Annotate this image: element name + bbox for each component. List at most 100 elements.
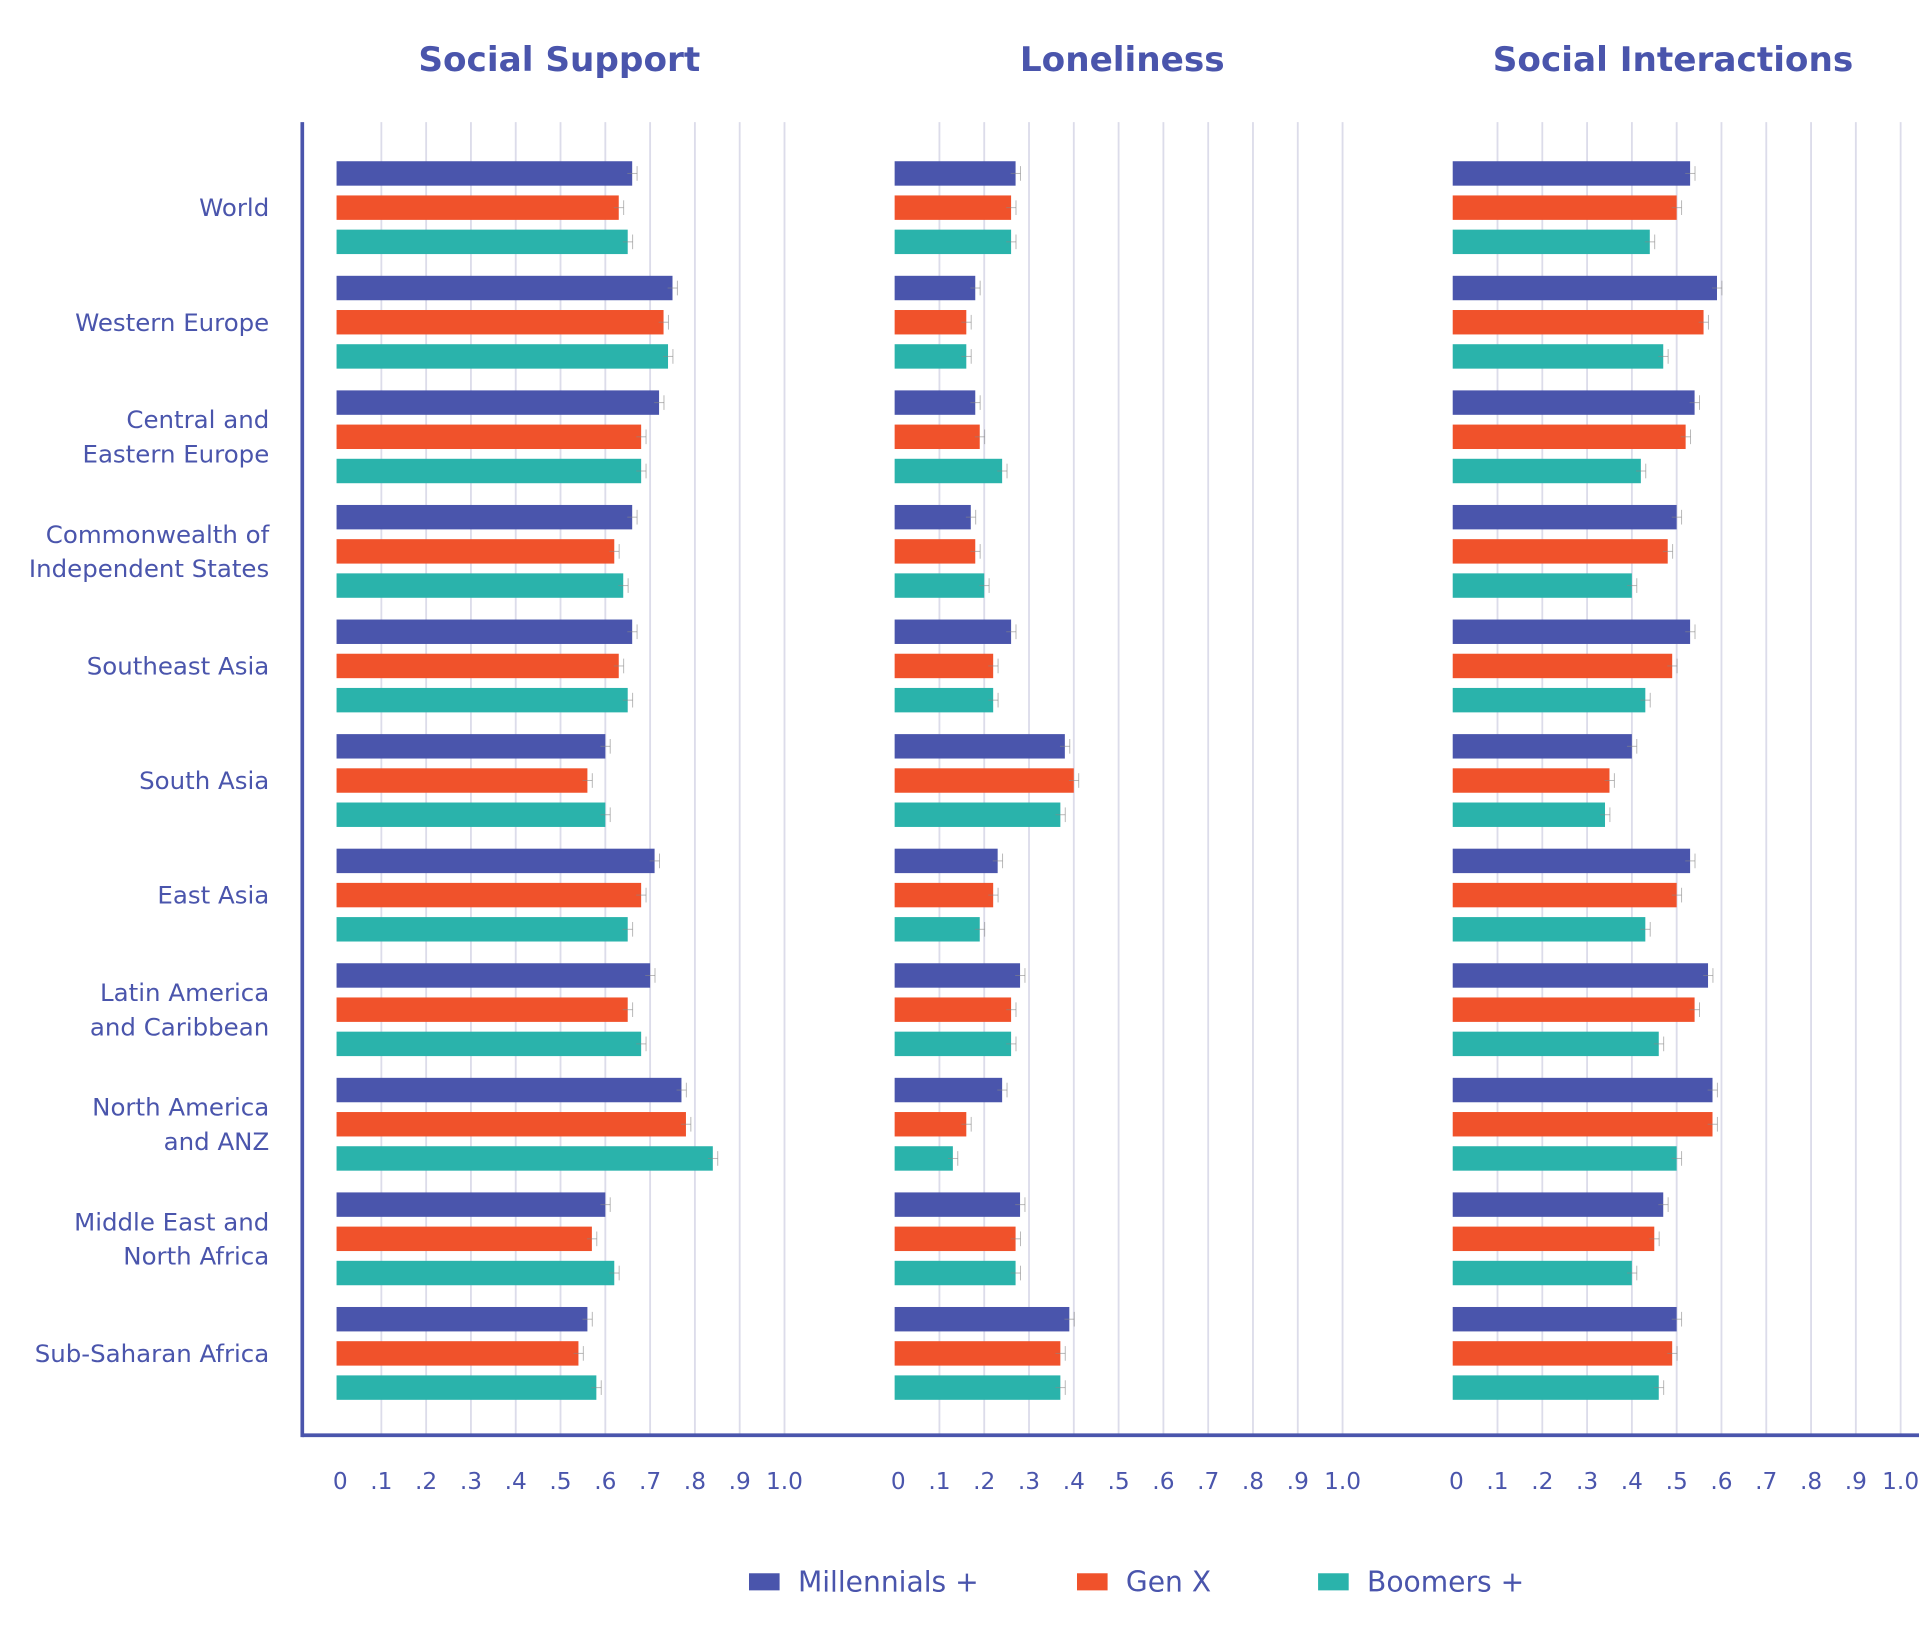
bar <box>1452 687 1646 713</box>
category-label: Central and Eastern Europe <box>82 405 269 468</box>
bar <box>894 195 1012 220</box>
x-tick-label: .4 <box>1063 1468 1085 1495</box>
bar <box>1452 1077 1713 1103</box>
x-tick-label: .6 <box>594 1468 616 1495</box>
legend-label: Boomers + <box>1367 1566 1524 1599</box>
bar <box>1452 768 1610 793</box>
bar <box>1452 573 1632 598</box>
bar <box>1452 997 1695 1022</box>
x-tick-label: .3 <box>460 1468 482 1495</box>
bar <box>336 963 651 988</box>
bar <box>894 310 967 335</box>
bar <box>894 458 1003 484</box>
bar <box>1452 1112 1713 1137</box>
bar <box>1452 1341 1673 1366</box>
bar <box>894 344 967 369</box>
bar <box>894 619 1012 644</box>
x-tick-label: .4 <box>505 1468 527 1495</box>
category-label: Commonwealth of Independent States <box>29 520 271 583</box>
category-label: World <box>199 193 269 222</box>
category-label: Sub-Saharan Africa <box>35 1339 269 1368</box>
bar <box>894 1146 953 1171</box>
bar <box>1452 275 1717 301</box>
x-tick-label: .8 <box>684 1468 706 1495</box>
bar <box>336 539 615 564</box>
bar <box>1452 619 1691 644</box>
bar <box>1452 1146 1677 1171</box>
x-tick-label: .9 <box>1845 1468 1867 1495</box>
legend-label: Gen X <box>1126 1566 1211 1599</box>
x-tick-label: .7 <box>1755 1468 1777 1495</box>
bar <box>1452 1192 1664 1217</box>
x-tick-label: 0 <box>333 1468 348 1495</box>
x-tick-label: .6 <box>1710 1468 1732 1495</box>
bar <box>336 1031 642 1057</box>
x-tick-label: .8 <box>1242 1468 1264 1495</box>
bar <box>1452 1031 1659 1057</box>
bar <box>894 802 1061 827</box>
x-tick-label: .9 <box>1287 1468 1309 1495</box>
bar <box>336 229 628 255</box>
bar <box>336 997 628 1022</box>
bar <box>894 539 976 564</box>
bar <box>336 917 628 942</box>
bar <box>894 963 1021 988</box>
bar <box>894 229 1012 255</box>
bar <box>336 687 628 713</box>
bar <box>336 195 619 220</box>
bar <box>894 1226 1016 1252</box>
bar <box>894 848 998 874</box>
x-tick-label: .1 <box>370 1468 392 1495</box>
bar <box>1452 424 1686 450</box>
bar <box>894 1375 1061 1400</box>
bar <box>336 848 655 874</box>
category-label: South Asia <box>139 766 269 795</box>
bar <box>1452 344 1664 369</box>
bar <box>336 1112 686 1137</box>
x-tick-label: .5 <box>1108 1468 1130 1495</box>
category-label: Latin America and Caribbean <box>90 978 269 1041</box>
bar <box>1452 229 1650 255</box>
bar <box>336 802 606 827</box>
bar <box>1452 458 1641 484</box>
bar <box>1452 734 1632 759</box>
bar <box>894 882 994 908</box>
x-tick-label: .4 <box>1621 1468 1643 1495</box>
bar <box>1452 653 1673 679</box>
bar <box>894 504 971 530</box>
bar <box>894 1341 1061 1366</box>
x-tick-label: .3 <box>1018 1468 1040 1495</box>
category-label: East Asia <box>157 881 269 910</box>
bar <box>1452 161 1691 186</box>
x-tick-label: 0 <box>1449 1468 1464 1495</box>
x-tick-label: .8 <box>1800 1468 1822 1495</box>
bar <box>336 275 673 301</box>
bar <box>894 734 1065 759</box>
bar <box>894 275 976 301</box>
x-tick-label: .6 <box>1152 1468 1174 1495</box>
x-tick-label: .2 <box>973 1468 995 1495</box>
bar <box>336 882 642 908</box>
x-tick-label: .2 <box>1531 1468 1553 1495</box>
x-tick-label: .1 <box>1486 1468 1508 1495</box>
bar <box>894 1031 1012 1057</box>
bar <box>894 1112 967 1137</box>
category-label: Southeast Asia <box>87 652 270 681</box>
legend-swatch <box>1318 1573 1349 1591</box>
x-tick-label: .7 <box>639 1468 661 1495</box>
category-label: Western Europe <box>75 308 269 337</box>
panel-title: Social Support <box>418 40 700 80</box>
bar <box>1452 1375 1659 1400</box>
bar <box>894 1260 1016 1286</box>
bar <box>894 1077 1003 1103</box>
bar <box>1452 882 1677 908</box>
bar <box>894 390 976 415</box>
bar <box>336 161 633 186</box>
bar <box>336 768 588 793</box>
bar <box>336 734 606 759</box>
x-tick-label: .3 <box>1576 1468 1598 1495</box>
bar <box>1452 1306 1677 1332</box>
bar <box>336 1306 588 1332</box>
legend-swatch <box>748 1573 780 1591</box>
